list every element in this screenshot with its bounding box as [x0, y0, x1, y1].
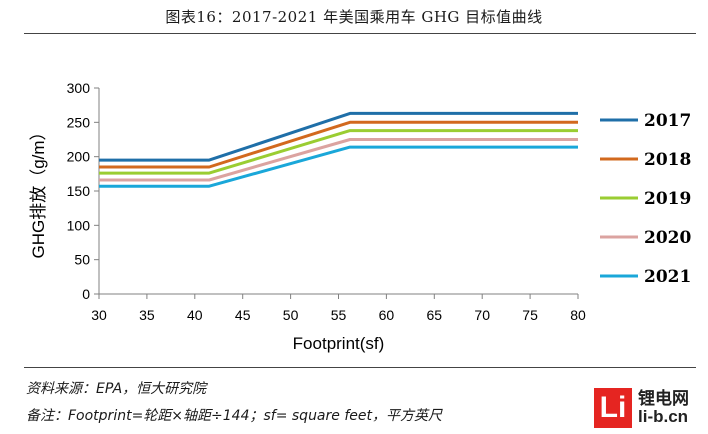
- series-line-2021: [99, 145, 578, 188]
- legend-label-2019: 2019: [644, 189, 691, 209]
- x-tick-label: 60: [379, 307, 395, 323]
- x-tick-label: 35: [139, 307, 155, 323]
- chart-legend: 2017 2018 2019 2020 2021: [600, 111, 691, 287]
- source-note: 资料来源：EPA，恒大研究院: [26, 381, 207, 397]
- line-chart: 0 50 100 150 200 250 300 30 35 40 45 50 55 60 65 70 75 80…: [29, 80, 691, 353]
- watermark-site-name: 锂电网: [638, 389, 689, 409]
- x-tick-label: 65: [427, 307, 443, 323]
- chart-axes: [98, 88, 578, 295]
- x-axis-label: Footprint(sf): [293, 334, 385, 353]
- y-tick-label: 150: [67, 183, 91, 199]
- watermark-logo: Li: [594, 388, 632, 428]
- x-tick-label: 70: [474, 307, 490, 323]
- legend-label-2020: 2020: [644, 228, 691, 248]
- y-axis-label: GHG排放（g/m）: [29, 123, 48, 258]
- x-tick-label: 30: [91, 307, 107, 323]
- x-tick-label: 75: [522, 307, 538, 323]
- chart-notes: 资料来源：EPA，恒大研究院 备注：Footprint=轮距×轴距÷144；sf…: [26, 376, 442, 430]
- y-tick-label: 100: [67, 217, 91, 233]
- x-tick-label: 80: [570, 307, 586, 323]
- y-tick-label: 50: [74, 252, 90, 268]
- series-line-2018: [99, 120, 578, 169]
- legend-label-2021: 2021: [644, 267, 691, 287]
- x-tick-label: 40: [187, 307, 203, 323]
- title-divider: [24, 33, 696, 34]
- chart-title: 图表16：2017-2021 年美国乘用车 GHG 目标值曲线: [165, 8, 543, 26]
- series-line-2017: [99, 111, 578, 162]
- x-tick-label: 55: [331, 307, 347, 323]
- series-line-2020: [99, 138, 578, 182]
- chart-ticks: 0 50 100 150 200 250 300 30 35 40 45 50 55 60 65 70 75 80: [67, 80, 586, 323]
- x-tick-label: 50: [283, 307, 299, 323]
- series-line-2019: [99, 129, 578, 175]
- x-tick-label: 45: [235, 307, 251, 323]
- y-tick-label: 250: [67, 114, 91, 130]
- notes-divider: [24, 367, 696, 368]
- y-tick-label: 0: [82, 286, 90, 302]
- legend-label-2018: 2018: [644, 150, 691, 170]
- watermark-domain: li-b.cn: [638, 407, 689, 426]
- y-tick-label: 200: [67, 149, 91, 165]
- remark-note: 备注：Footprint=轮距×轴距÷144；sf= square feet，平…: [26, 408, 442, 424]
- legend-label-2017: 2017: [644, 111, 691, 131]
- chart-series-lines: [99, 111, 578, 188]
- y-tick-label: 300: [67, 80, 91, 96]
- site-watermark: Li 锂电网 li-b.cn: [594, 384, 706, 432]
